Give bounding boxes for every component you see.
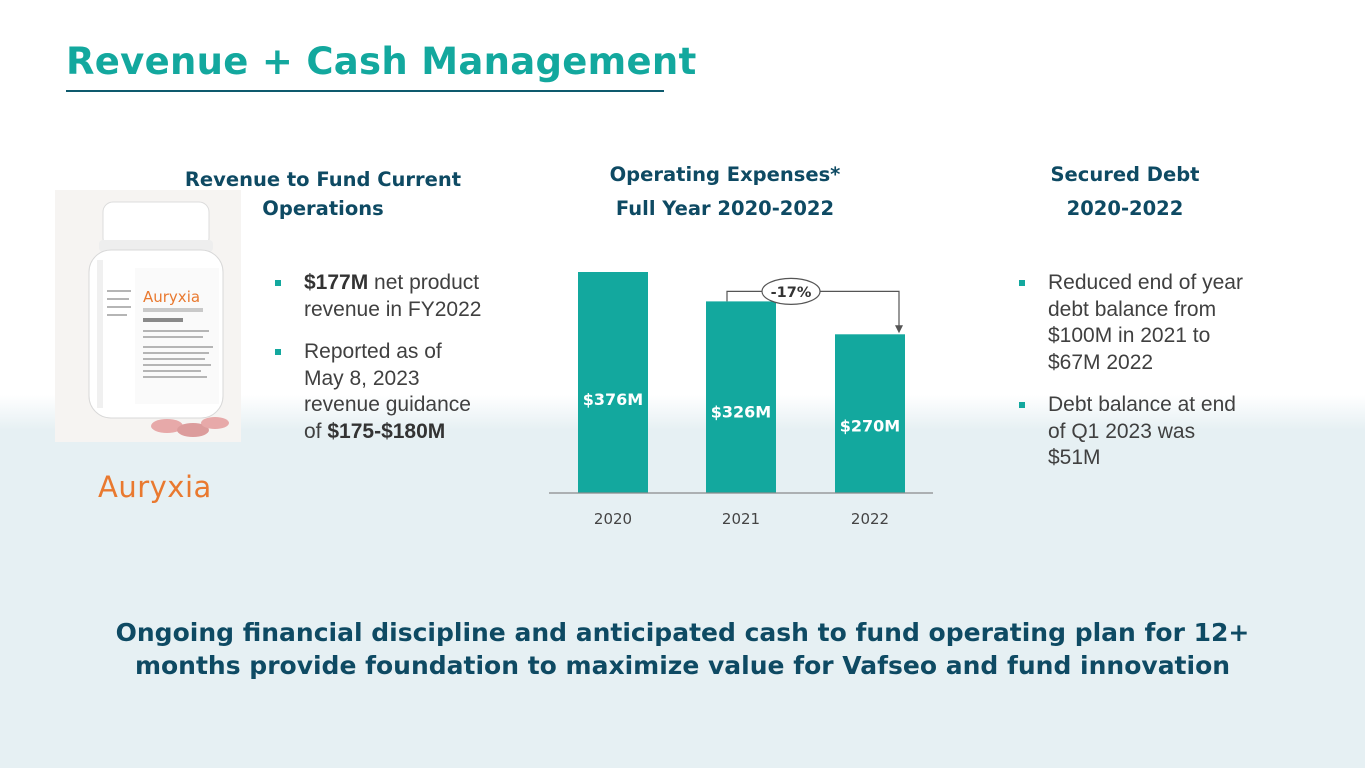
left-heading-line2: Operations [262,197,384,220]
bar-2020 [578,272,648,493]
tick-label-2021: 2021 [722,510,760,528]
footer-statement: Ongoing financial discipline and anticip… [60,616,1305,682]
chart-heading: Operating Expenses* Full Year 2020-2022 [545,158,905,226]
bullet-square-icon [275,280,281,286]
bar-2022 [835,334,905,493]
left-heading-line1: Revenue to Fund Current [184,168,462,191]
footer-line-2: months provide foundation to maximize va… [134,651,1231,680]
bullet-bold: $175-$180M [327,419,446,443]
bullet-square-icon [275,349,281,355]
annotation-bubble [761,277,821,305]
list-item: $177M net product revenue in FY2022 [275,270,485,323]
chart-subtitle: Full Year 2020-2022 [615,197,835,220]
annotation-label: -17% [771,285,812,301]
right-heading-line1: Secured Debt [1050,163,1200,186]
bullet-text: net product revenue in FY2022 [304,271,482,321]
bar-2021 [706,301,776,493]
bullet-bold: $177M [304,271,369,294]
right-bullets: Reduced end of year debt balance from $1… [1019,270,1249,488]
data-label-2022: $270M [840,416,900,435]
bullet-text: Reported as of May 8, 2023 revenue guida… [304,340,471,443]
bullet-square-icon [1019,280,1025,286]
left-bullets: $177M net product revenue in FY2022 Repo… [275,270,485,461]
auryxia-logo: Auryxia [98,470,212,504]
left-heading: Revenue to Fund Current Operations [178,165,468,223]
tick-label-2022: 2022 [851,510,889,528]
list-item: Reduced end of year debt balance from $1… [1019,270,1249,376]
chart-title: Operating Expenses* [609,163,841,186]
data-label-2021: $326M [711,403,771,422]
list-item: Reported as of May 8, 2023 revenue guida… [275,339,485,445]
bullet-text: Reduced end of year debt balance from $1… [1048,271,1243,374]
footer-line-1: Ongoing financial discipline and anticip… [115,618,1250,647]
right-heading-line2: 2020-2022 [1066,197,1184,220]
title-underline [66,90,664,92]
pill-bottle-icon: Auryxia [88,201,229,437]
tick-label-2020: 2020 [594,510,632,528]
product-bottle-image: Auryxia [55,190,241,442]
bullet-square-icon [1019,402,1025,408]
data-label-2020: $376M [583,390,643,409]
annotation-arrowhead [895,325,903,334]
svg-text:Auryxia: Auryxia [143,288,200,306]
page-title: Revenue + Cash Management [66,40,697,83]
list-item: Debt balance at end of Q1 2023 was $51M [1019,392,1249,472]
bullet-text: Debt balance at end of Q1 2023 was $51M [1048,393,1236,469]
opex-bar-chart: $376M 2020 $326M 2021 $270M 2022 -17% [549,272,933,528]
right-heading: Secured Debt 2020-2022 [990,158,1260,226]
